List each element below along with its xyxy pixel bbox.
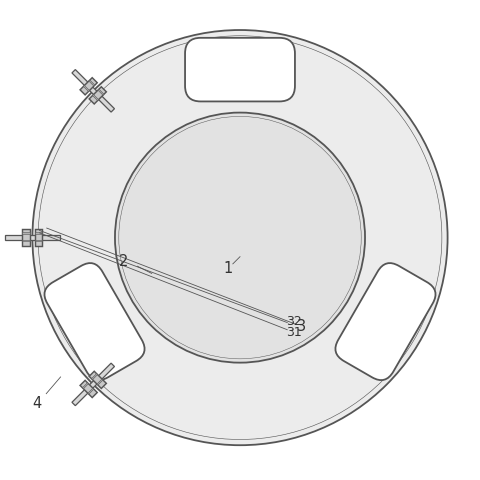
Bar (23, 240, 30, 241)
FancyBboxPatch shape (336, 263, 435, 380)
Bar (89, 80, 95, 86)
Bar (93, 95, 98, 101)
Bar (97, 379, 103, 385)
Bar (89, 87, 107, 104)
Bar (80, 380, 97, 397)
Text: 32: 32 (287, 314, 302, 328)
Bar (89, 371, 107, 388)
Circle shape (115, 113, 365, 363)
Bar (5, 235, 60, 240)
FancyBboxPatch shape (45, 263, 144, 380)
Text: 3: 3 (297, 319, 306, 335)
Bar (23, 229, 30, 246)
Bar (35, 240, 42, 241)
FancyBboxPatch shape (185, 38, 295, 101)
Bar (83, 383, 88, 389)
Bar (88, 388, 94, 394)
Bar (23, 232, 30, 234)
Bar (80, 78, 97, 95)
Bar (72, 70, 114, 112)
Text: 2: 2 (119, 254, 128, 269)
Bar (72, 363, 114, 406)
Text: 4: 4 (32, 396, 41, 411)
Bar (84, 85, 89, 92)
Bar (98, 89, 104, 95)
Text: 31: 31 (287, 325, 302, 338)
Circle shape (33, 30, 447, 445)
Bar (35, 232, 42, 234)
Bar (35, 229, 42, 246)
Text: 1: 1 (224, 261, 233, 276)
Bar (92, 373, 97, 380)
